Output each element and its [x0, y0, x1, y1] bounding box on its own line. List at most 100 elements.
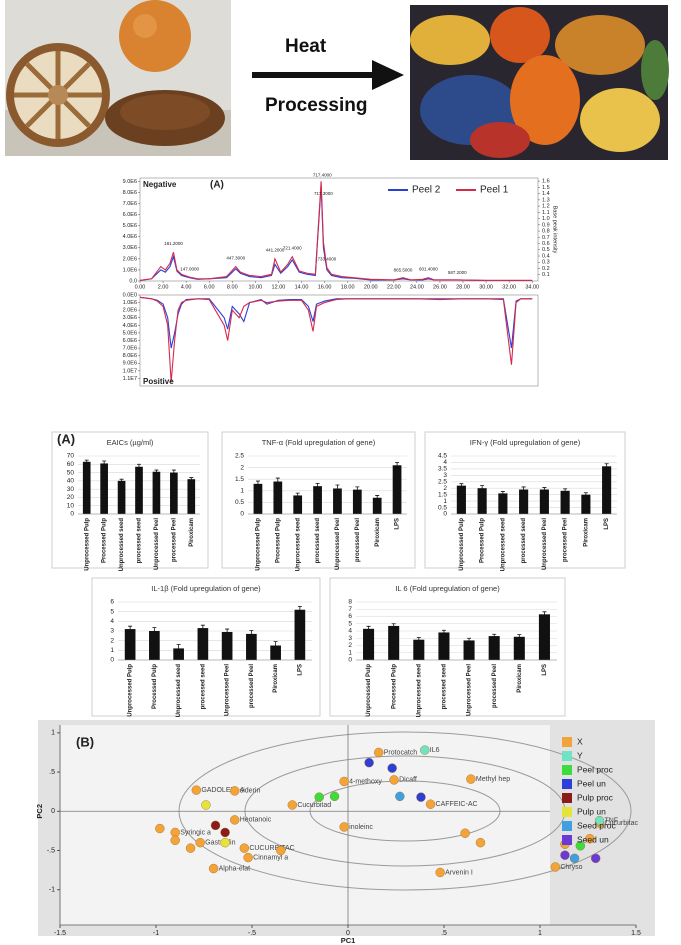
- error-bar: [249, 630, 254, 638]
- x-tick-label: Unprocessed Pulp: [84, 518, 90, 571]
- error-bar: [563, 488, 568, 494]
- point-label: CAFFEIC-AC: [436, 801, 478, 808]
- error-bar: [171, 469, 176, 476]
- legend-swatch: [562, 737, 572, 747]
- bar: [135, 466, 143, 514]
- error-bar: [542, 487, 547, 492]
- point-label: siderin: [240, 788, 261, 795]
- y-tick-label: 20: [67, 494, 75, 501]
- bar: [100, 463, 108, 514]
- point: [416, 792, 426, 802]
- plot-frame: [139, 177, 539, 282]
- bar: [197, 628, 209, 660]
- x-tick-label: Unprocessed seed: [416, 664, 422, 718]
- x-tick-label: 1: [538, 930, 542, 937]
- x-tick-label: processed Peel: [171, 518, 177, 562]
- bar: [438, 632, 450, 660]
- x-tick-label: .5: [441, 930, 447, 937]
- y-tick-label: 6: [348, 613, 352, 620]
- error-bar: [84, 459, 89, 464]
- y-tick-label: 5.0E6: [123, 330, 137, 336]
- x-tick-label: processed seed: [521, 518, 527, 564]
- error-bar: [583, 492, 588, 497]
- legend-label: Peel un: [577, 778, 606, 788]
- chart-title: IL-1β (Fold upregulation of gene): [151, 584, 261, 593]
- y2-tick-label: 1.4: [542, 191, 550, 197]
- point: [560, 850, 570, 860]
- x-tick-label: 8.00: [227, 284, 238, 290]
- bar: [498, 493, 508, 514]
- y-tick-label: 2.5: [235, 453, 244, 460]
- x-tick-label: 0.00: [135, 284, 146, 290]
- y-tick-label: 1.5: [235, 476, 244, 483]
- y-tick-label: 5: [348, 620, 352, 627]
- panel-sign: Negative: [143, 180, 177, 189]
- y2-tick-label: 0.6: [542, 241, 550, 247]
- point-label: GADOLEIC-A: [201, 787, 245, 794]
- x-tick-label: 18.00: [341, 284, 355, 290]
- y-tick-label: 8: [348, 599, 352, 606]
- peak-label: 865.5000: [394, 268, 413, 273]
- point: [287, 800, 298, 810]
- panel-label: (B): [76, 734, 94, 749]
- y-tick-label: 2.0E6: [123, 308, 137, 314]
- legend-label: Pulp un: [577, 806, 606, 816]
- scatter-plot-area: [60, 725, 550, 925]
- error-bar: [255, 480, 260, 488]
- point: [569, 853, 580, 864]
- bar: [463, 640, 475, 660]
- bar: [273, 481, 283, 514]
- point: [185, 843, 196, 853]
- point-label: TNF: [605, 818, 619, 825]
- x-tick-label: Unprocessed Pulp: [459, 518, 465, 571]
- error-bar: [467, 637, 472, 643]
- gourd-photo: [410, 5, 669, 160]
- x-tick-label: LPS: [604, 518, 610, 530]
- x-tick-label: processed seed: [200, 664, 206, 710]
- x-tick-label: Unprocessed seed: [176, 664, 182, 718]
- y-tick-label: 0: [240, 511, 244, 518]
- series-line: [139, 296, 533, 383]
- y-tick-label: 1: [443, 498, 447, 505]
- point: [387, 763, 397, 773]
- legend-swatch: [562, 779, 572, 789]
- legend-swatch: [562, 765, 572, 775]
- point-label: Cinnamyl a: [253, 854, 288, 861]
- y-tick-label: 0.5: [235, 499, 244, 506]
- point-label: Alpha-elat: [219, 865, 251, 872]
- error-bar: [176, 644, 181, 653]
- x-tick-label: 12.00: [272, 284, 286, 290]
- bar: [82, 461, 91, 514]
- x-tick-label: -.5: [248, 930, 256, 937]
- legend-swatch: [562, 807, 572, 817]
- error-bar: [297, 605, 302, 614]
- point: [230, 815, 240, 825]
- point-label: IL6: [430, 747, 440, 754]
- error-bar: [391, 623, 396, 629]
- y-tick-label: 60: [67, 461, 75, 468]
- chart-title: (A): [210, 180, 224, 191]
- point: [420, 745, 430, 755]
- bar: [117, 480, 126, 514]
- error-bar: [604, 463, 609, 470]
- panel-sign: Positive: [143, 377, 174, 386]
- x-tick-label: 1.5: [631, 930, 641, 937]
- point-label: Syringic a: [180, 829, 211, 836]
- x-tick-label: 30.00: [479, 284, 493, 290]
- point-label: Cucurbitac: [605, 820, 639, 827]
- y-tick-label: -1: [49, 887, 55, 894]
- bar: [539, 489, 549, 514]
- y-tick-label: 0: [110, 657, 114, 664]
- y-tick-label: 4: [110, 618, 114, 625]
- y2-tick-label: 1.6: [542, 179, 550, 185]
- legend-label: Seed proc: [577, 820, 616, 830]
- bar: [602, 466, 612, 514]
- y-tick-label: 7.0E6: [123, 346, 137, 352]
- panel-label: (A): [57, 431, 75, 446]
- process-arrow: [252, 60, 404, 90]
- y-tick-label: 0.0E0: [123, 292, 137, 298]
- point: [590, 853, 601, 864]
- y2-tick-label: 0.9: [542, 222, 550, 228]
- x-tick-label: Unprocessed Peel: [467, 664, 473, 716]
- y2-tick-label: 0.4: [542, 253, 550, 259]
